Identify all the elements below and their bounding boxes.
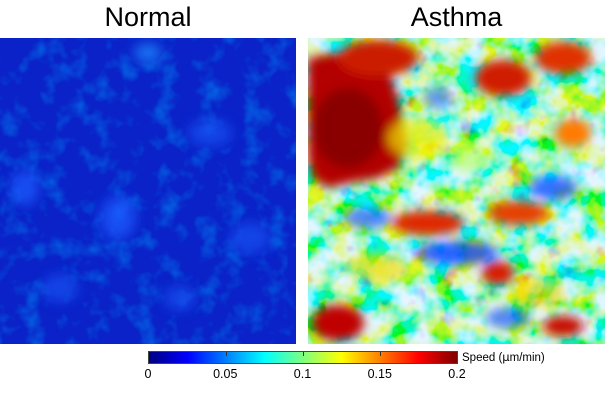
asthma-speed-map — [308, 38, 605, 344]
colorbar-tick-label: 0.2 — [448, 367, 466, 381]
normal-speed-map — [0, 38, 296, 344]
colorbar-tick-mark — [303, 352, 304, 356]
colorbar-tick-label: 0.1 — [293, 367, 312, 381]
colorbar-tick-label: 0 — [144, 367, 152, 381]
asthma-heatmap-image — [308, 38, 605, 344]
normal-title: Normal — [104, 2, 192, 32]
asthma-title: Asthma — [410, 2, 503, 32]
colorbar-tick-label: 0.05 — [213, 367, 238, 381]
colorbar-tick-label: 0.15 — [367, 367, 392, 381]
colorbar-label: Speed (μm/min) — [462, 350, 545, 364]
normal-heatmap-image — [0, 38, 296, 344]
colorbar-tick-mark — [226, 352, 227, 356]
colorbar-tick-mark — [380, 352, 381, 356]
speed-colorbar — [148, 351, 458, 364]
